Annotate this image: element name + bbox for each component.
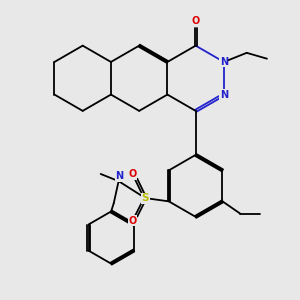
Text: O: O (128, 169, 136, 179)
Text: O: O (128, 216, 136, 226)
Text: N: N (115, 171, 123, 181)
Text: S: S (142, 193, 149, 203)
Text: O: O (191, 16, 200, 26)
Text: N: N (220, 57, 228, 67)
Text: N: N (220, 90, 228, 100)
